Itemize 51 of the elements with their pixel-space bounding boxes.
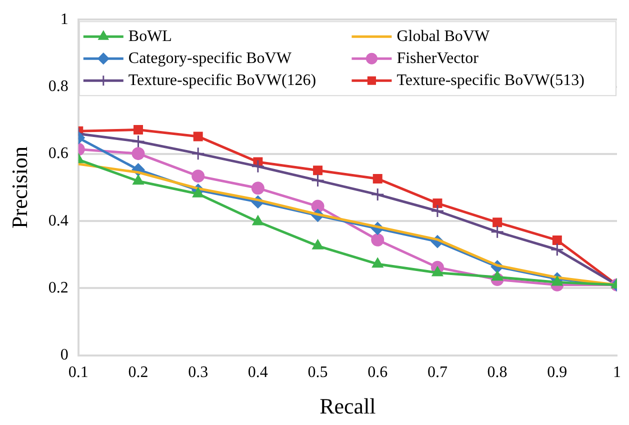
point — [191, 146, 205, 160]
y-tick-label: 0.6 — [48, 145, 68, 162]
point — [193, 132, 203, 142]
x-tick-label: 0.9 — [547, 364, 568, 382]
point — [132, 174, 144, 185]
point — [192, 187, 204, 198]
point — [312, 239, 324, 250]
legend-label: Texture-specific BoVW(126) — [128, 72, 316, 89]
legend-label: Category-specific BoVW — [128, 50, 292, 67]
point — [252, 215, 264, 226]
point — [370, 188, 384, 202]
x-tick-label: 0.2 — [128, 364, 148, 382]
y-tick-label: 0.4 — [48, 212, 68, 230]
y-tick-label: 0.2 — [48, 279, 68, 296]
point — [492, 218, 502, 228]
x-tick-label: 0.1 — [68, 364, 88, 382]
point — [311, 174, 325, 188]
y-tick-label: 1 — [60, 10, 68, 28]
y-tick-label: 0.8 — [48, 78, 68, 95]
point — [550, 242, 564, 256]
point — [131, 134, 145, 148]
point — [251, 182, 264, 195]
x-tick-label: 0.7 — [427, 364, 448, 382]
x-tick-label: 0.8 — [487, 364, 508, 382]
point — [430, 204, 444, 218]
legend-label: BoWL — [128, 28, 172, 45]
point — [132, 147, 145, 160]
x-tick-label: 0.4 — [248, 364, 268, 382]
point — [492, 270, 504, 281]
legend-label: Global BoVW — [396, 28, 490, 45]
point — [552, 235, 562, 245]
point — [490, 225, 504, 239]
point — [372, 174, 382, 184]
point — [372, 258, 384, 268]
point — [551, 276, 563, 286]
point — [432, 198, 442, 208]
x-tick-label: 0.6 — [368, 364, 388, 382]
x-tick-label: 1 — [613, 364, 621, 382]
y-tick-label: 0 — [60, 346, 68, 364]
legend-label: FisherVector — [396, 50, 480, 67]
x-axis-title: Recall — [320, 394, 376, 419]
point — [371, 233, 384, 246]
x-tick-label: 0.3 — [188, 364, 208, 382]
point — [134, 125, 143, 134]
x-tick-label: 0.5 — [308, 364, 328, 382]
point — [192, 170, 205, 183]
point — [432, 266, 444, 276]
legend-label: Texture-specific BoVW(513) — [396, 72, 584, 89]
point — [251, 160, 265, 174]
point — [313, 166, 323, 176]
y-axis-title: Precision — [6, 146, 32, 228]
